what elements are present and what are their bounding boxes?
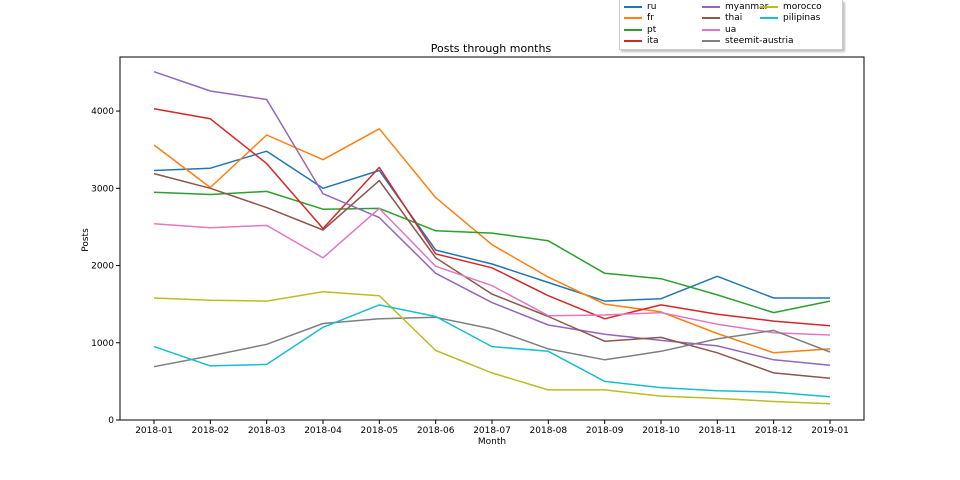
legend-swatch [760, 5, 778, 8]
chart-legend: ru fr pt ita myanmar thai ua steemit-austria mor… [619, 0, 843, 50]
series-line-fr [153, 128, 831, 354]
legend-item-steemit-austria: steemit-austria [702, 36, 794, 47]
x-axis: 2018-01 2018-02 2018-03 2018-04 2018-05 2018-… [135, 420, 849, 436]
y-axis-label: Posts [81, 228, 91, 252]
series-line-thai [153, 172, 831, 380]
series-lines [153, 70, 831, 405]
series-line-ru [153, 150, 830, 302]
series-line-ita [153, 107, 831, 327]
x-tick-label: 2018-11 [699, 426, 737, 436]
series-line-pt [153, 190, 831, 314]
y-tick-label: 3000 [91, 184, 114, 194]
legend-label: pt [647, 24, 657, 35]
x-tick-label: 2018-02 [192, 426, 230, 436]
legend-item-morocco: morocco [760, 1, 822, 12]
legend-swatch [702, 40, 720, 42]
legend-label: thai [725, 13, 743, 23]
y-axis: 0 1000 2000 3000 4000 [91, 107, 120, 426]
x-tick-label: 2018-10 [642, 426, 680, 436]
x-tick-label: 2018-12 [755, 426, 793, 436]
x-tick-label: 2018-03 [248, 426, 286, 436]
legend-item-ita: ita [624, 36, 659, 47]
y-tick-label: 4000 [91, 107, 114, 117]
legend-label: fr [647, 13, 654, 23]
series-line-ua [153, 207, 831, 336]
x-axis-label: Month [478, 437, 506, 447]
x-tick-label: 2018-07 [473, 426, 511, 436]
series-line-morocco [153, 291, 831, 405]
legend-item-ua: ua [702, 24, 736, 35]
series-line-myanmar [153, 70, 831, 366]
legend-label: pilipinas [783, 13, 821, 23]
legend-label: steemit-austria [725, 36, 794, 46]
legend-swatch [624, 40, 642, 42]
x-tick-label: 2018-05 [361, 426, 399, 436]
series-line-steemit-austria [153, 316, 831, 368]
x-tick-label: 2018-09 [586, 426, 624, 436]
legend-label: ita [647, 36, 659, 46]
legend-swatch [702, 28, 720, 31]
y-tick-label: 1000 [91, 339, 114, 349]
x-tick-label: 2018-06 [417, 426, 455, 436]
legend-label: morocco [783, 1, 822, 12]
legend-swatch [624, 5, 642, 8]
legend-swatch [702, 5, 720, 8]
legend-label: ru [647, 1, 657, 12]
series-line-pilipinas [153, 304, 831, 398]
legend-swatch [702, 17, 720, 19]
legend-item-fr: fr [624, 13, 654, 24]
chart-title: Posts through months [431, 42, 552, 55]
legend-item-ru: ru [624, 1, 656, 12]
legend-item-thai: thai [702, 13, 742, 24]
legend-item-pt: pt [624, 24, 656, 35]
legend-label: myanmar [725, 1, 769, 12]
x-tick-label: 2018-08 [530, 426, 568, 436]
x-tick-label: 2018-04 [304, 426, 342, 436]
legend-item-myanmar: myanmar [702, 1, 768, 12]
x-tick-label: 2019-01 [811, 426, 849, 436]
y-tick-label: 0 [108, 416, 114, 426]
legend-swatch [624, 17, 642, 19]
legend-item-pilipinas: pilipinas [760, 13, 820, 24]
legend-swatch [760, 17, 778, 19]
legend-swatch [624, 28, 642, 31]
x-tick-label: 2018-01 [135, 426, 173, 436]
legend-label: ua [725, 24, 737, 35]
y-tick-label: 2000 [91, 262, 114, 272]
